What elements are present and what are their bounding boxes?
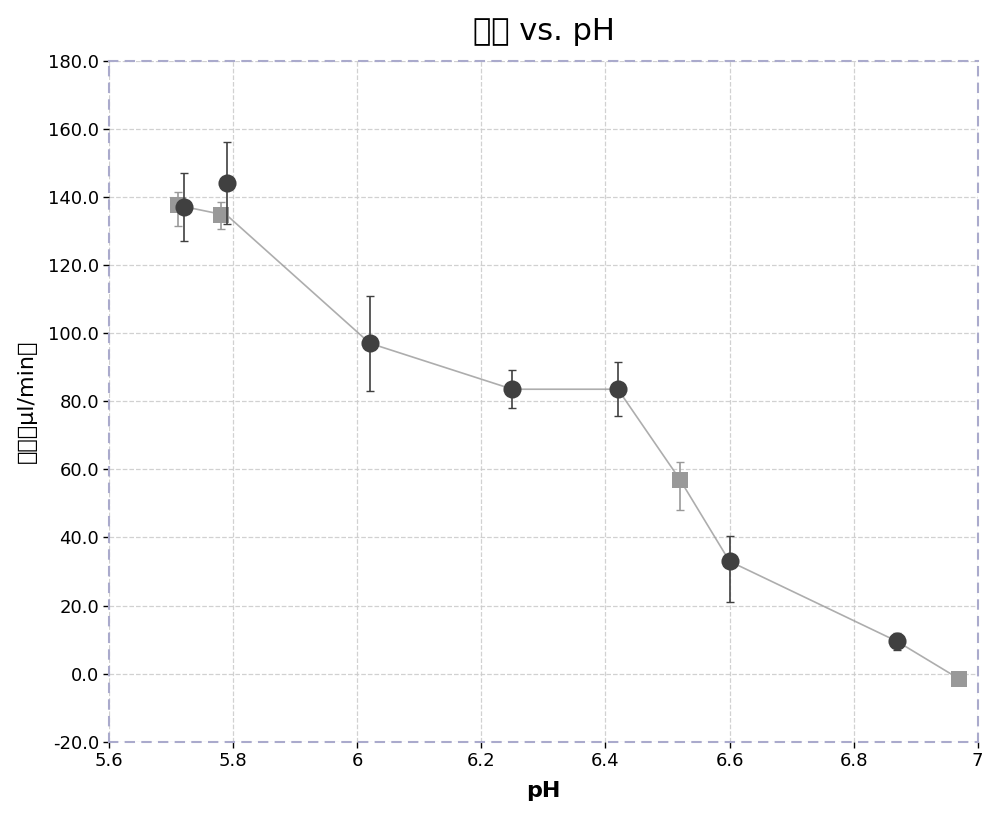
X-axis label: pH: pH xyxy=(526,781,561,802)
Point xyxy=(722,555,738,568)
Point xyxy=(213,209,229,222)
Title: 流速 vs. pH: 流速 vs. pH xyxy=(473,16,614,46)
Y-axis label: 流速（μl/min）: 流速（μl/min） xyxy=(17,339,37,463)
Point xyxy=(610,383,626,396)
Point xyxy=(219,177,235,190)
Point xyxy=(176,200,192,213)
Point xyxy=(362,337,378,350)
Point xyxy=(170,199,186,212)
Point xyxy=(951,672,967,685)
Point xyxy=(504,383,520,396)
Point xyxy=(889,635,905,648)
Point xyxy=(672,473,688,486)
